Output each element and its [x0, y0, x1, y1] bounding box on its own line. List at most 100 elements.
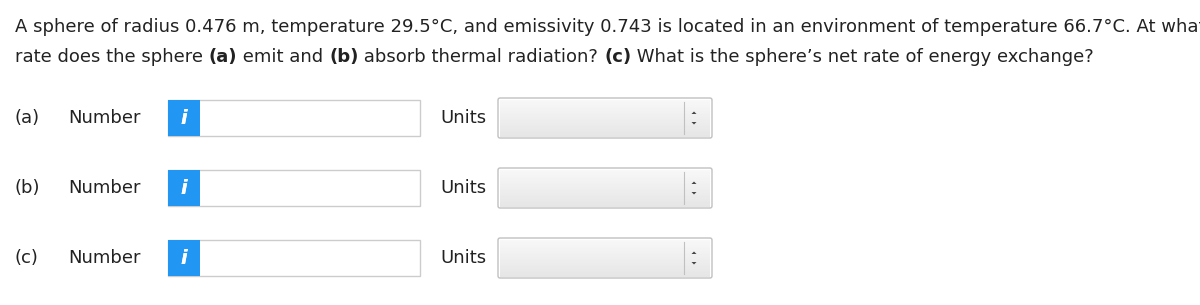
- FancyBboxPatch shape: [168, 170, 420, 206]
- Bar: [500, 267, 710, 269]
- Bar: [500, 100, 710, 102]
- Bar: [500, 188, 710, 190]
- Bar: [500, 187, 710, 188]
- Text: (c): (c): [604, 48, 631, 66]
- Bar: [500, 185, 710, 186]
- Bar: [500, 134, 710, 135]
- Bar: [500, 111, 710, 113]
- Text: Number: Number: [68, 249, 140, 267]
- FancyBboxPatch shape: [168, 170, 200, 206]
- Bar: [500, 101, 710, 103]
- Bar: [500, 263, 710, 264]
- Bar: [500, 245, 710, 246]
- Bar: [500, 124, 710, 126]
- Bar: [500, 172, 710, 174]
- Text: (b): (b): [14, 179, 41, 197]
- Bar: [500, 177, 710, 179]
- Bar: [500, 199, 710, 200]
- Bar: [500, 118, 710, 120]
- Bar: [500, 256, 710, 257]
- Bar: [500, 275, 710, 277]
- Polygon shape: [691, 252, 696, 254]
- Bar: [500, 204, 710, 205]
- Bar: [500, 171, 710, 173]
- Bar: [500, 175, 710, 177]
- Text: Units: Units: [440, 179, 486, 197]
- Text: i: i: [181, 178, 187, 198]
- Bar: [500, 200, 710, 202]
- Bar: [500, 130, 710, 132]
- Bar: [500, 258, 710, 260]
- Polygon shape: [691, 181, 696, 184]
- Text: Number: Number: [68, 109, 140, 127]
- Text: i: i: [181, 109, 187, 127]
- Bar: [500, 254, 710, 256]
- Bar: [500, 190, 710, 192]
- Bar: [500, 253, 710, 255]
- Bar: [500, 125, 710, 127]
- Text: absorb thermal radiation?: absorb thermal radiation?: [359, 48, 604, 66]
- Bar: [500, 135, 710, 137]
- Bar: [500, 180, 710, 181]
- Polygon shape: [691, 112, 696, 114]
- Bar: [500, 181, 710, 182]
- Text: (b): (b): [329, 48, 359, 66]
- Bar: [500, 112, 710, 114]
- Bar: [500, 203, 710, 204]
- Text: i: i: [181, 178, 187, 198]
- Polygon shape: [691, 192, 696, 195]
- Bar: [500, 246, 710, 248]
- Text: A sphere of radius 0.476 m, temperature 29.5°C, and emissivity 0.743 is located : A sphere of radius 0.476 m, temperature …: [14, 18, 1200, 36]
- FancyBboxPatch shape: [168, 240, 200, 276]
- Text: rate does the sphere: rate does the sphere: [14, 48, 209, 66]
- Text: (a): (a): [209, 48, 238, 66]
- Bar: [500, 260, 710, 262]
- Bar: [500, 201, 710, 203]
- Bar: [500, 174, 710, 175]
- Bar: [500, 109, 710, 111]
- Bar: [500, 271, 710, 273]
- FancyBboxPatch shape: [168, 170, 200, 206]
- Bar: [500, 259, 710, 261]
- Bar: [500, 127, 710, 129]
- Bar: [500, 176, 710, 178]
- Text: What is the sphere’s net rate of energy exchange?: What is the sphere’s net rate of energy …: [631, 48, 1094, 66]
- FancyBboxPatch shape: [168, 240, 200, 276]
- Bar: [500, 241, 710, 243]
- Bar: [500, 264, 710, 266]
- Text: Units: Units: [440, 109, 486, 127]
- Bar: [500, 113, 710, 115]
- Bar: [500, 198, 710, 199]
- Bar: [500, 265, 710, 267]
- FancyBboxPatch shape: [168, 100, 200, 136]
- Bar: [500, 129, 710, 131]
- Bar: [500, 126, 710, 128]
- Bar: [500, 193, 710, 195]
- Bar: [500, 257, 710, 259]
- Bar: [500, 195, 710, 197]
- Bar: [500, 248, 710, 250]
- Bar: [500, 108, 710, 110]
- Bar: [500, 182, 710, 184]
- Bar: [500, 178, 710, 180]
- Bar: [500, 240, 710, 242]
- Bar: [500, 119, 710, 121]
- Bar: [500, 117, 710, 119]
- Bar: [500, 114, 710, 116]
- Bar: [500, 116, 710, 117]
- Bar: [500, 270, 710, 272]
- Bar: [500, 123, 710, 124]
- Bar: [500, 120, 710, 122]
- Bar: [500, 189, 710, 191]
- Bar: [500, 194, 710, 196]
- Bar: [500, 269, 710, 271]
- Bar: [500, 274, 710, 275]
- Bar: [500, 249, 710, 251]
- Bar: [500, 107, 710, 109]
- Bar: [500, 106, 710, 108]
- Text: i: i: [181, 249, 187, 267]
- FancyBboxPatch shape: [168, 240, 420, 276]
- Bar: [500, 196, 710, 198]
- Bar: [500, 262, 710, 263]
- Bar: [500, 102, 710, 104]
